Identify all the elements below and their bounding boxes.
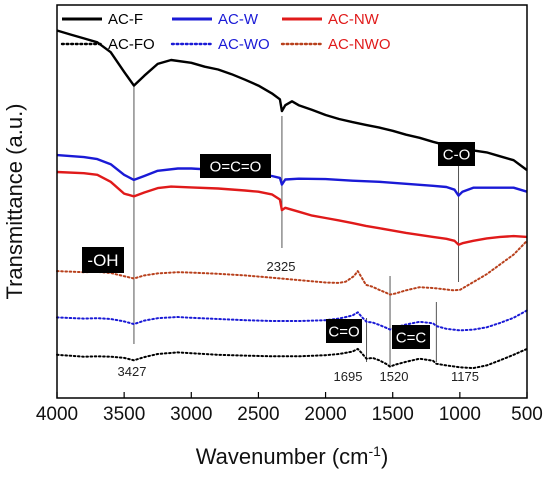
peak-label-1175: 1175 bbox=[451, 369, 479, 384]
series-ac-wo bbox=[57, 310, 527, 330]
x-tick-label: 500 bbox=[511, 404, 543, 425]
tag-text: C=C bbox=[396, 329, 427, 346]
tag-text: C=O bbox=[328, 323, 359, 340]
x-tick-label: 1500 bbox=[372, 404, 414, 425]
plot-frame bbox=[57, 5, 527, 398]
peak-label-2325: 2325 bbox=[267, 259, 296, 274]
x-tick-label: 1000 bbox=[439, 404, 481, 425]
tag-oh: -OH bbox=[82, 247, 124, 273]
peak-label-1695: 1695 bbox=[334, 369, 363, 384]
x-tick-label: 2000 bbox=[304, 404, 346, 425]
tag-co: C=O bbox=[326, 319, 362, 343]
tag-cc: C=C bbox=[392, 325, 430, 349]
x-axis-ticks: 4000 3500 3000 2500 2000 1500 1000 500 bbox=[36, 392, 543, 425]
tag-text: -OH bbox=[87, 251, 118, 270]
functional-group-tags: -OH O=C=O C-O C=O C=C bbox=[82, 142, 475, 349]
legend-label-ac-f: AC-F bbox=[108, 11, 143, 28]
tag-co: C-O bbox=[438, 142, 475, 166]
x-tick-label: 3000 bbox=[170, 404, 212, 425]
legend: AC-F AC-W AC-NW AC-FO AC-WO AC-NWO bbox=[62, 11, 391, 53]
peak-label-1520: 1520 bbox=[380, 369, 409, 384]
x-tick-label: 4000 bbox=[36, 404, 78, 425]
peak-label-3427: 3427 bbox=[118, 364, 147, 379]
legend-label-ac-nwo: AC-NWO bbox=[328, 36, 391, 53]
tag-text: C-O bbox=[443, 146, 471, 163]
x-tick-label: 2500 bbox=[237, 404, 279, 425]
y-axis-title: Transmittance (a.u.) bbox=[2, 103, 27, 299]
x-axis-title: Wavenumber (cm-1) bbox=[196, 443, 389, 469]
legend-label-ac-w: AC-W bbox=[218, 11, 259, 28]
tag-text: O=C=O bbox=[210, 158, 262, 175]
x-tick-label: 3500 bbox=[103, 404, 145, 425]
series-ac-nw bbox=[57, 172, 527, 245]
legend-label-ac-fo: AC-FO bbox=[108, 36, 155, 53]
legend-label-ac-wo: AC-WO bbox=[218, 36, 270, 53]
legend-label-ac-nw: AC-NW bbox=[328, 11, 380, 28]
spectra-series bbox=[57, 31, 527, 369]
tag-oco: O=C=O bbox=[200, 154, 271, 178]
